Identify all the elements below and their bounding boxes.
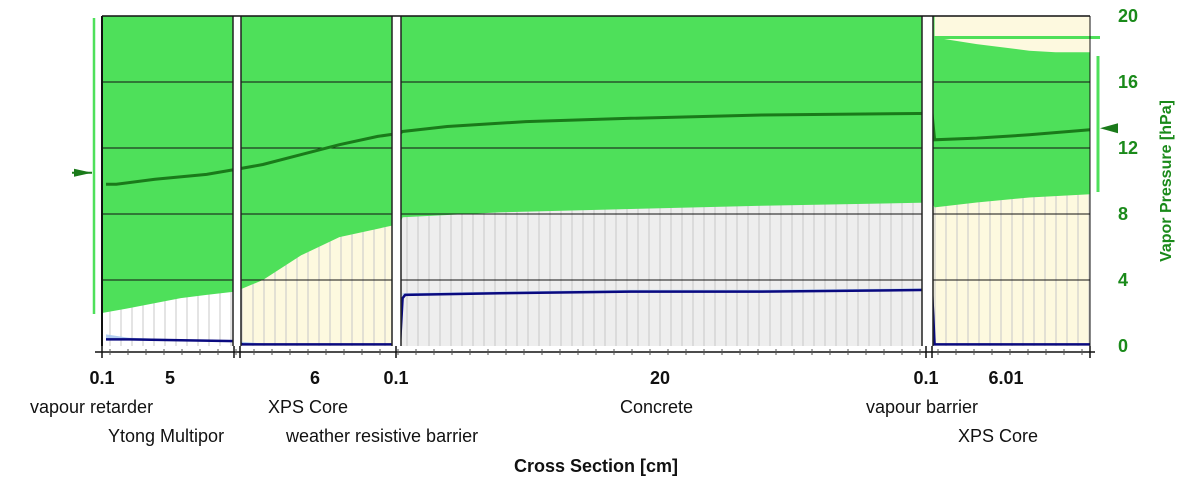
layer-thickness-label: 0.1 [89,368,114,388]
boundary-gap [392,16,401,346]
layer-thickness-label: 5 [165,368,175,388]
y-tick-label: 20 [1118,6,1138,26]
layer-name-label: Ytong Multipor [108,426,224,446]
y-axis-label: Vapor Pressure [hPa] [1158,100,1175,262]
layer-thickness-label: 0.1 [383,368,408,388]
layer-thickness-label: 0.1 [913,368,938,388]
layer-name-label: XPS Core [958,426,1038,446]
saturation-gap-area [934,16,1090,53]
y-tick-label: 0 [1118,336,1128,356]
layer-thickness-label: 20 [650,368,670,388]
right-boundary-marker [1100,123,1118,134]
vapor-range-upper-area [102,16,1090,313]
layer-name-label: vapour barrier [866,397,978,417]
y-tick-label: 16 [1118,72,1138,92]
layer-thickness-label: 6 [310,368,320,388]
layer-name-label: XPS Core [268,397,348,417]
boundary-gap [922,16,933,346]
liquid-line [106,288,1090,346]
boundary-gap [233,16,241,346]
layer-name-label: Concrete [620,397,693,417]
y-tick-label: 4 [1118,270,1128,290]
y-tick-label: 12 [1118,138,1138,158]
x-axis-label: Cross Section [cm] [514,456,678,476]
y-tick-label: 8 [1118,204,1128,224]
layer-name-label: weather resistive barrier [285,426,478,446]
layer-thickness-label: 6.01 [988,368,1023,388]
layer-name-label: vapour retarder [30,397,153,417]
